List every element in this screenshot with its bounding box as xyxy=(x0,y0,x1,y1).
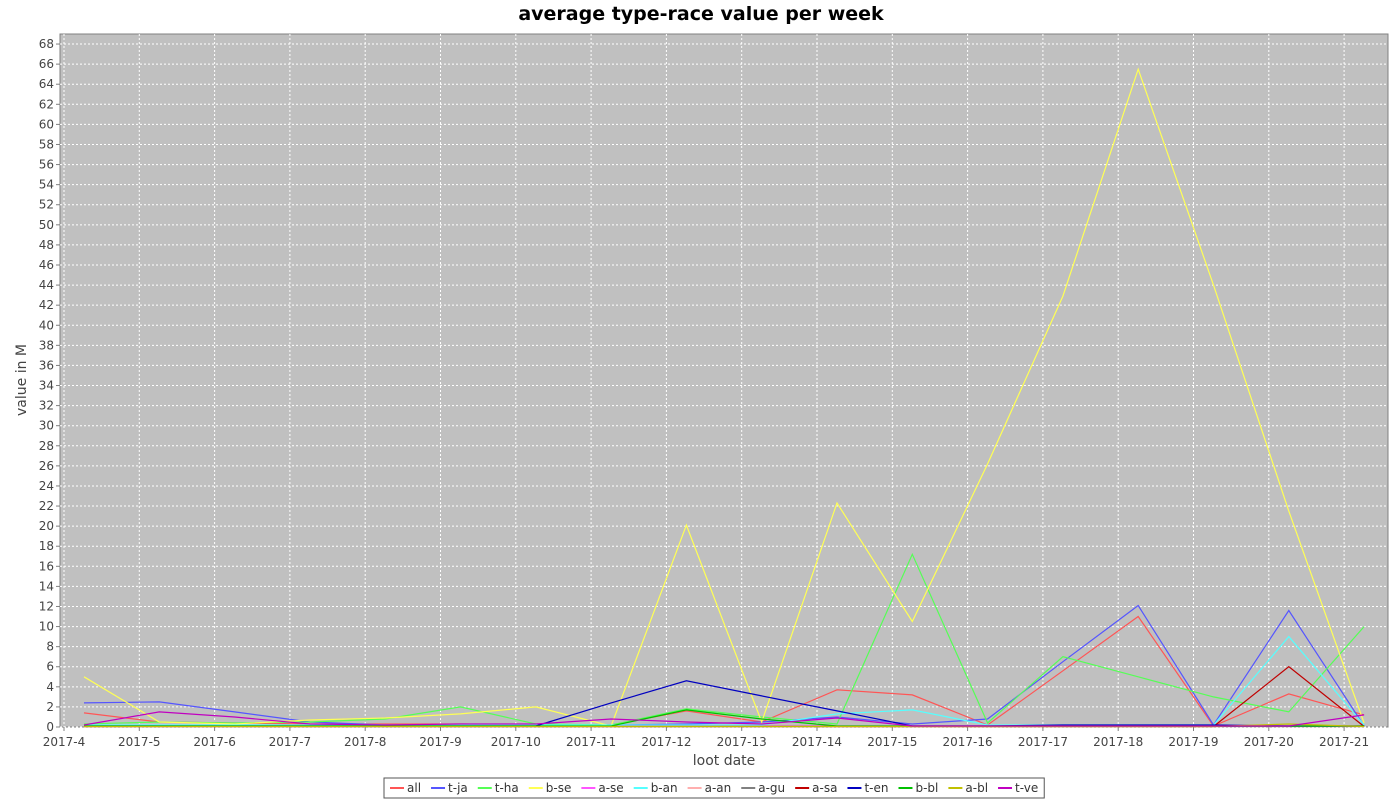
x-tick-label: 2017-17 xyxy=(1018,735,1068,749)
x-tick-label: 2017-10 xyxy=(491,735,541,749)
y-tick-label: 44 xyxy=(39,278,54,292)
y-tick-label: 54 xyxy=(39,178,54,192)
x-tick-label: 2017-6 xyxy=(193,735,236,749)
y-tick-label: 0 xyxy=(46,720,54,734)
legend-label-a-bl: a-bl xyxy=(965,781,988,795)
y-tick-label: 60 xyxy=(39,117,54,131)
legend-label-b-an: b-an xyxy=(651,781,678,795)
legend: all t-ja t-ha b-se a-se b-an a-an a-gu a-sa t-en b… xyxy=(383,777,1045,799)
y-tick-label: 22 xyxy=(39,499,54,513)
y-tick-label: 8 xyxy=(46,640,54,654)
y-tick-label: 62 xyxy=(39,97,54,111)
legend-label-t-en: t-en xyxy=(864,781,888,795)
x-tick-label: 2017-21 xyxy=(1319,735,1369,749)
y-tick-label: 6 xyxy=(46,660,54,674)
legend-label-all: all xyxy=(407,781,421,795)
y-tick-label: 10 xyxy=(39,620,54,634)
y-tick-label: 32 xyxy=(39,399,54,413)
x-tick-label: 2017-15 xyxy=(867,735,917,749)
x-tick-label: 2017-8 xyxy=(344,735,387,749)
y-tick-label: 52 xyxy=(39,198,54,212)
y-tick-label: 42 xyxy=(39,298,54,312)
y-tick-label: 14 xyxy=(39,579,54,593)
legend-label-a-an: a-an xyxy=(705,781,732,795)
chart-title: average type-race value per week xyxy=(518,3,884,25)
legend-label-t-ve: t-ve xyxy=(1015,781,1038,795)
y-tick-label: 2 xyxy=(46,700,54,714)
legend-label-t-ha: t-ha xyxy=(495,781,519,795)
y-tick-label: 66 xyxy=(39,57,54,71)
series-line-t-ve xyxy=(83,711,1365,727)
y-tick-label: 16 xyxy=(39,559,54,573)
legend-label-a-sa: a-sa xyxy=(812,781,837,795)
x-tick-label: 2017-5 xyxy=(118,735,161,749)
y-tick-label: 64 xyxy=(39,77,54,91)
y-tick-label: 50 xyxy=(39,218,54,232)
series-line-all xyxy=(83,615,1365,727)
grid xyxy=(60,34,1388,728)
x-tick-label: 2017-11 xyxy=(566,735,616,749)
x-tick-label: 2017-13 xyxy=(717,735,767,749)
legend-box xyxy=(383,777,1045,799)
y-tick-label: 36 xyxy=(39,358,54,372)
legend-label-t-ja: t-ja xyxy=(448,781,468,795)
x-tick-label: 2017-20 xyxy=(1244,735,1294,749)
y-tick-label: 24 xyxy=(39,479,54,493)
x-tick-label: 2017-14 xyxy=(792,735,842,749)
x-axis-label: loot date xyxy=(693,753,756,769)
y-tick-label: 46 xyxy=(39,258,54,272)
y-tick-label: 38 xyxy=(39,338,54,352)
x-tick-label: 2017-16 xyxy=(943,735,993,749)
y-axis-label: value in M xyxy=(14,344,30,416)
x-tick-label: 2017-19 xyxy=(1168,735,1218,749)
y-tick-label: 68 xyxy=(39,37,54,51)
y-tick-label: 34 xyxy=(39,379,54,393)
y-tick-label: 40 xyxy=(39,318,54,332)
series-line-b-se xyxy=(83,67,1365,727)
y-tick-label: 56 xyxy=(39,158,54,172)
y-tick-label: 48 xyxy=(39,238,54,252)
series-line-t-ha xyxy=(83,552,1365,726)
legend-label-a-se: a-se xyxy=(598,781,623,795)
y-axis: 0246810121416182022242628303234363840424… xyxy=(39,37,60,734)
series-group xyxy=(83,67,1365,728)
y-tick-label: 58 xyxy=(39,137,54,151)
y-tick-label: 30 xyxy=(39,419,54,433)
legend-label-b-bl: b-bl xyxy=(915,781,938,795)
x-tick-label: 2017-18 xyxy=(1093,735,1143,749)
x-tick-label: 2017-4 xyxy=(43,735,86,749)
legend-label-b-se: b-se xyxy=(546,781,572,795)
y-tick-label: 12 xyxy=(39,599,54,613)
x-tick-label: 2017-7 xyxy=(269,735,312,749)
x-tick-label: 2017-12 xyxy=(641,735,691,749)
y-tick-label: 18 xyxy=(39,539,54,553)
x-axis: 2017-4 2017-5 2017-6 2017-7 2017-8 2017-9 2017… xyxy=(43,727,1369,749)
y-tick-label: 26 xyxy=(39,459,54,473)
y-tick-label: 28 xyxy=(39,439,54,453)
y-tick-label: 4 xyxy=(46,680,54,694)
legend-label-a-gu: a-gu xyxy=(758,781,785,795)
x-tick-label: 2017-9 xyxy=(419,735,462,749)
y-tick-label: 20 xyxy=(39,519,54,533)
